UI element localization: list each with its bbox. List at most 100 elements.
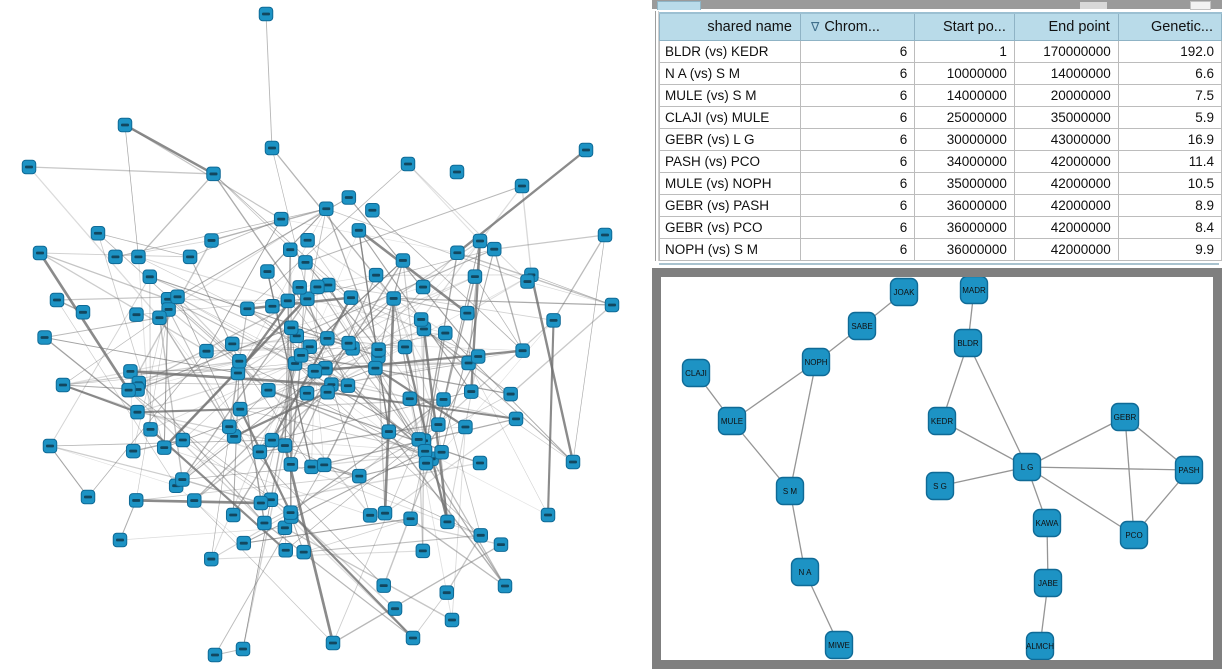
network-edge[interactable] — [62, 384, 138, 414]
network-node[interactable] — [415, 279, 431, 295]
network-node[interactable] — [273, 211, 289, 227]
network-edge[interactable] — [325, 297, 395, 369]
network-node[interactable] — [55, 377, 71, 393]
cell-value[interactable]: 20000000 — [1013, 84, 1119, 107]
network-edge[interactable] — [527, 281, 613, 306]
network-edge[interactable] — [137, 408, 241, 414]
network-node[interactable] — [261, 382, 276, 398]
cell-value[interactable]: 6 — [799, 194, 916, 217]
network-edge[interactable] — [284, 527, 453, 621]
network-edge[interactable] — [124, 123, 215, 175]
table-row[interactable]: BLDR (vs) KEDR 6 1 170000000 192.0 — [659, 40, 1222, 63]
network-edge[interactable] — [350, 297, 422, 320]
node-shape[interactable] — [927, 406, 957, 436]
network-edge[interactable] — [128, 389, 291, 513]
network-node[interactable] — [486, 241, 502, 257]
network-node[interactable] — [304, 459, 319, 475]
network-node[interactable] — [310, 279, 325, 295]
network-edge[interactable] — [38, 252, 130, 391]
network-edge[interactable] — [136, 475, 360, 501]
network-edge[interactable] — [325, 362, 469, 369]
network-node[interactable] — [413, 312, 429, 327]
network-node[interactable]: NOPH — [801, 347, 831, 377]
network-edge[interactable] — [332, 439, 420, 644]
network-node[interactable] — [129, 307, 144, 322]
network-node[interactable] — [75, 305, 91, 320]
cell-value[interactable]: 14000000 — [914, 84, 1015, 107]
cell-value[interactable]: 35000000 — [914, 172, 1015, 195]
network-edge[interactable] — [1026, 416, 1126, 468]
cell-value[interactable]: 7.5 — [1117, 84, 1222, 107]
network-node[interactable] — [438, 325, 453, 341]
network-node[interactable] — [264, 140, 280, 156]
network-edge[interactable] — [290, 512, 396, 610]
network-edge[interactable] — [210, 372, 239, 560]
cell-shared-name[interactable]: GEBR (vs) PCO — [659, 216, 801, 239]
network-node[interactable] — [123, 364, 138, 379]
network-edge[interactable] — [264, 522, 414, 639]
main-network-svg[interactable] — [0, 0, 652, 669]
network-node[interactable] — [236, 535, 252, 551]
network-edge[interactable] — [211, 550, 423, 560]
network-node[interactable]: S M — [775, 476, 805, 506]
filter-icon[interactable]: ∇ — [810, 20, 820, 34]
network-edge[interactable] — [28, 166, 160, 319]
network-edge[interactable] — [115, 208, 327, 258]
network-node[interactable] — [503, 386, 518, 402]
network-node[interactable] — [182, 249, 198, 265]
network-node[interactable] — [362, 508, 378, 523]
network-edge[interactable] — [242, 445, 286, 650]
node-shape[interactable] — [824, 630, 854, 660]
network-node[interactable] — [365, 203, 380, 218]
node-shape[interactable] — [1119, 520, 1149, 550]
network-node[interactable] — [450, 245, 465, 261]
network-edge[interactable] — [49, 276, 151, 447]
subnetwork-svg[interactable]: JOAK MADR SABE NOPH BLDR CLAJI MULE KEDR GEBR L G… — [661, 277, 1213, 660]
cell-value[interactable]: 43000000 — [1013, 128, 1119, 151]
network-edge[interactable] — [530, 274, 575, 463]
network-node[interactable] — [277, 520, 293, 536]
cell-value[interactable]: 6.6 — [1117, 62, 1222, 85]
network-edge[interactable] — [281, 218, 458, 254]
cell-value[interactable]: 8.9 — [1117, 194, 1222, 217]
network-node[interactable] — [230, 365, 246, 381]
network-node[interactable]: L G — [1012, 452, 1042, 482]
network-edge[interactable] — [347, 385, 517, 420]
network-node[interactable] — [463, 384, 479, 399]
network-node[interactable] — [232, 353, 247, 369]
network-node[interactable]: MIWE — [824, 630, 854, 660]
network-edge[interactable] — [291, 286, 424, 329]
network-edge[interactable] — [164, 447, 371, 516]
network-node[interactable] — [49, 292, 65, 308]
network-edge[interactable] — [266, 208, 327, 272]
network-node[interactable] — [283, 457, 299, 472]
network-edge[interactable] — [159, 317, 261, 453]
node-shape[interactable] — [889, 277, 919, 307]
network-node[interactable] — [604, 297, 620, 313]
network-node[interactable] — [565, 454, 581, 470]
network-node[interactable] — [207, 647, 223, 663]
network-node[interactable] — [293, 348, 309, 363]
network-node[interactable]: KEDR — [927, 406, 957, 436]
network-node[interactable] — [277, 438, 293, 453]
network-edge[interactable] — [471, 391, 574, 463]
network-node[interactable] — [368, 360, 383, 376]
network-edge[interactable] — [138, 382, 348, 387]
network-node[interactable] — [278, 543, 293, 558]
network-edge[interactable] — [402, 260, 427, 464]
cell-value[interactable]: 14000000 — [1013, 62, 1119, 85]
network-node[interactable] — [112, 532, 128, 548]
network-node[interactable] — [402, 391, 418, 406]
network-node[interactable]: PASH — [1174, 455, 1204, 485]
network-edge[interactable] — [294, 276, 476, 364]
network-edge[interactable] — [423, 252, 459, 441]
network-edge[interactable] — [494, 234, 606, 250]
network-node[interactable] — [440, 514, 455, 530]
node-shape[interactable] — [925, 471, 955, 501]
cell-value[interactable]: 42000000 — [1013, 216, 1119, 239]
network-node[interactable] — [128, 493, 144, 508]
network-edge[interactable] — [348, 197, 479, 357]
network-edge[interactable] — [1026, 466, 1135, 536]
node-shape[interactable] — [801, 347, 831, 377]
network-edge[interactable] — [424, 356, 479, 452]
